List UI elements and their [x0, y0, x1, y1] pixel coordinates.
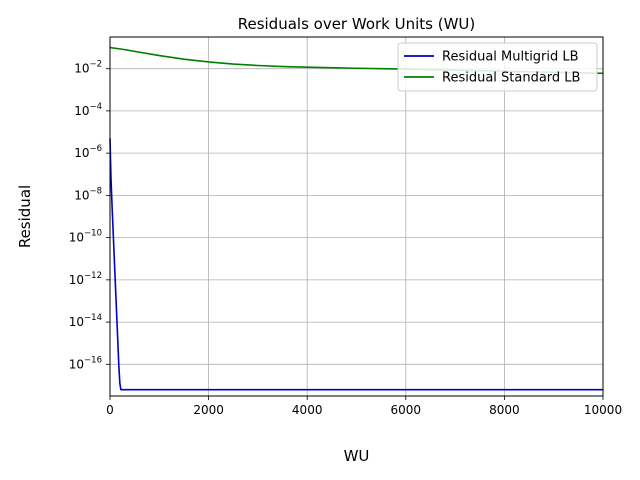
x-tick-label: 0	[106, 403, 114, 417]
legend-label-multigrid: Residual Multigrid LB	[442, 50, 579, 65]
y-tick-label: 10−12	[69, 271, 102, 287]
y-tick-label: 10−8	[74, 186, 102, 202]
y-tick-label: 10−10	[69, 229, 102, 245]
x-axis-title: WU	[344, 447, 370, 465]
x-tick-label: 10000	[584, 403, 622, 417]
x-tick-label: 6000	[391, 403, 422, 417]
y-tick-label: 10−14	[69, 313, 102, 329]
x-tick-label: 8000	[489, 403, 520, 417]
y-tick-label: 10−2	[74, 60, 102, 76]
axis-ticks: 0 2000 4000 6000 8000 10000 10−16 10−14 10−12 10−…	[69, 60, 622, 417]
plot-frame	[109, 36, 604, 397]
legend-box	[397, 42, 598, 92]
x-tick-label: 2000	[193, 403, 224, 417]
y-tick-label: 10−4	[74, 102, 102, 118]
plot-background	[110, 37, 603, 396]
series-line-0	[109, 138, 603, 391]
y-axis-title: Residual	[16, 185, 34, 248]
x-tick-label: 4000	[292, 403, 323, 417]
legend-label-standard: Residual Standard LB	[442, 71, 580, 86]
chart-title: Residuals over Work Units (WU)	[238, 15, 476, 33]
legend: Residual Multigrid LB Residual Standard …	[397, 42, 598, 92]
y-tick-label: 10−6	[74, 144, 102, 160]
y-tick-label: 10−16	[69, 355, 102, 371]
